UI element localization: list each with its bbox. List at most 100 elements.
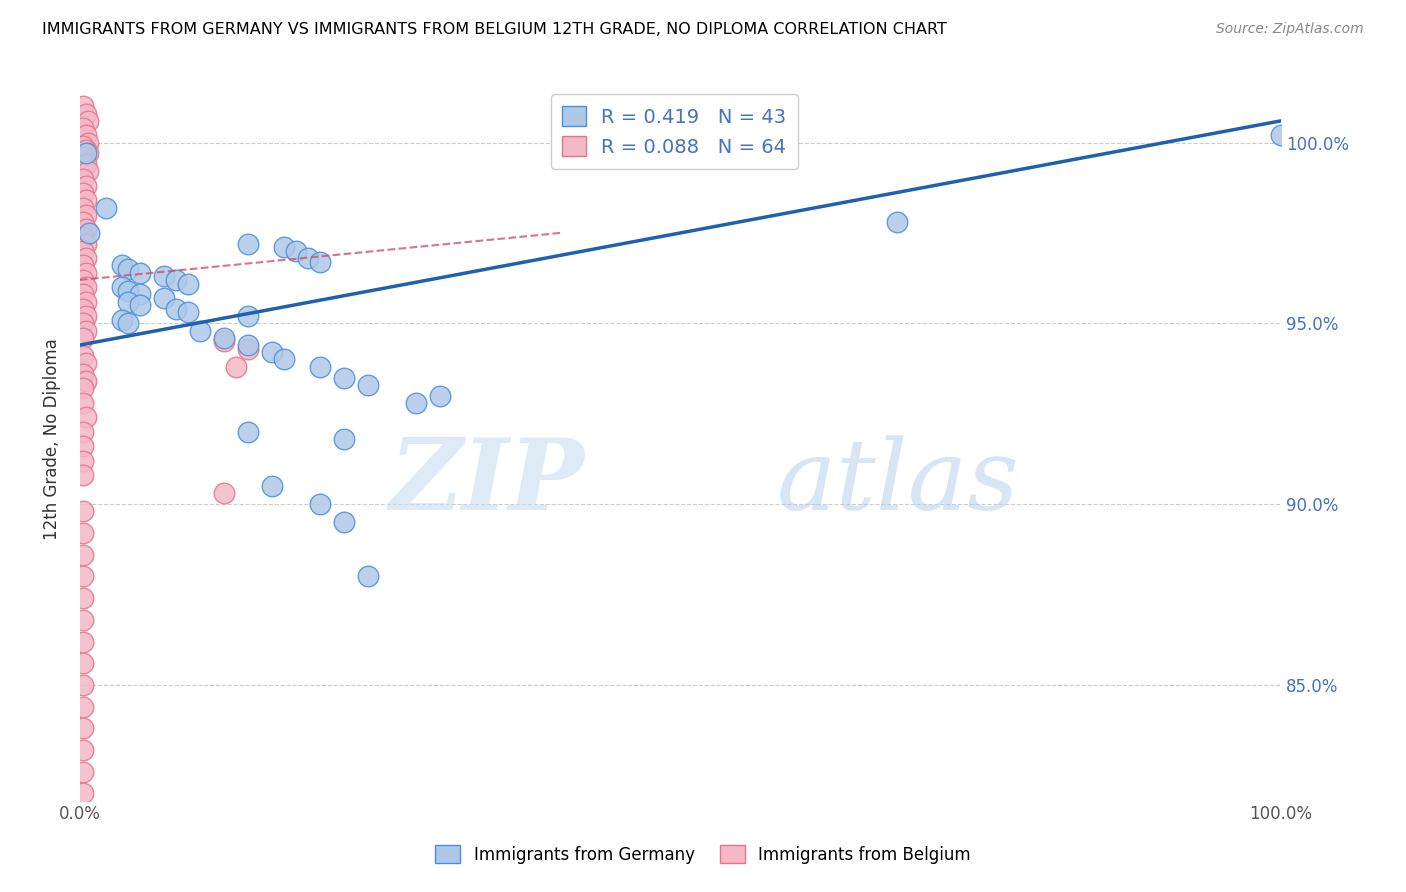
Point xyxy=(96,201,118,215)
Point xyxy=(117,262,139,277)
Point xyxy=(72,301,94,316)
Point xyxy=(75,106,97,120)
Point xyxy=(75,194,97,208)
Point xyxy=(333,432,356,446)
Point xyxy=(72,287,94,301)
Point xyxy=(429,389,451,403)
Point xyxy=(75,128,97,143)
Point xyxy=(75,280,97,294)
Point xyxy=(153,291,176,305)
Point xyxy=(117,294,139,309)
Point xyxy=(72,613,94,627)
Text: Source: ZipAtlas.com: Source: ZipAtlas.com xyxy=(1216,22,1364,37)
Point xyxy=(72,591,94,606)
Point xyxy=(212,486,235,500)
Point xyxy=(72,99,94,113)
Point xyxy=(75,374,97,388)
Point xyxy=(72,764,94,779)
Point xyxy=(75,236,97,251)
Point xyxy=(72,699,94,714)
Point xyxy=(117,284,139,298)
Point xyxy=(75,252,97,266)
Point xyxy=(72,259,94,273)
Point xyxy=(72,454,94,468)
Point xyxy=(72,634,94,648)
Point xyxy=(75,222,97,236)
Point xyxy=(75,294,97,309)
Point xyxy=(1270,128,1292,143)
Point xyxy=(72,569,94,583)
Point xyxy=(72,186,94,201)
Point xyxy=(225,359,247,374)
Point xyxy=(111,280,134,294)
Point xyxy=(75,178,97,193)
Point xyxy=(72,150,94,164)
Point xyxy=(72,244,94,258)
Legend: R = 0.419   N = 43, R = 0.088   N = 64: R = 0.419 N = 43, R = 0.088 N = 64 xyxy=(551,95,799,169)
Point xyxy=(77,164,100,178)
Point xyxy=(75,324,97,338)
Point xyxy=(72,171,94,186)
Point xyxy=(236,309,259,323)
Point xyxy=(77,113,100,128)
Point xyxy=(188,324,211,338)
Point xyxy=(165,273,187,287)
Point xyxy=(72,201,94,215)
Point xyxy=(333,515,356,529)
Point xyxy=(75,208,97,222)
Point xyxy=(72,657,94,671)
Point xyxy=(273,352,295,367)
Point xyxy=(75,157,97,171)
Point xyxy=(236,338,259,352)
Point xyxy=(72,526,94,541)
Point xyxy=(72,139,94,153)
Legend: Immigrants from Germany, Immigrants from Belgium: Immigrants from Germany, Immigrants from… xyxy=(429,838,977,871)
Point xyxy=(117,316,139,330)
Point xyxy=(212,334,235,349)
Point xyxy=(72,215,94,229)
Point xyxy=(75,356,97,370)
Point xyxy=(129,266,152,280)
Point xyxy=(236,236,259,251)
Point xyxy=(72,504,94,518)
Point xyxy=(177,277,200,291)
Point xyxy=(72,381,94,395)
Point xyxy=(357,569,380,583)
Point xyxy=(260,345,283,359)
Point xyxy=(111,259,134,273)
Point xyxy=(72,439,94,453)
Point xyxy=(72,273,94,287)
Point xyxy=(75,410,97,425)
Point xyxy=(177,305,200,319)
Point xyxy=(72,316,94,330)
Point xyxy=(886,215,908,229)
Point xyxy=(111,312,134,326)
Point xyxy=(72,229,94,244)
Point xyxy=(405,396,427,410)
Text: atlas: atlas xyxy=(776,434,1019,530)
Point xyxy=(357,377,380,392)
Point xyxy=(77,146,100,161)
Point xyxy=(72,121,94,136)
Point xyxy=(72,349,94,363)
Point xyxy=(72,548,94,562)
Point xyxy=(260,479,283,493)
Point xyxy=(297,252,319,266)
Point xyxy=(72,721,94,735)
Point xyxy=(75,266,97,280)
Point xyxy=(72,786,94,800)
Point xyxy=(72,396,94,410)
Text: IMMIGRANTS FROM GERMANY VS IMMIGRANTS FROM BELGIUM 12TH GRADE, NO DIPLOMA CORREL: IMMIGRANTS FROM GERMANY VS IMMIGRANTS FR… xyxy=(42,22,948,37)
Point xyxy=(153,269,176,284)
Point xyxy=(165,301,187,316)
Y-axis label: 12th Grade, No Diploma: 12th Grade, No Diploma xyxy=(44,338,60,540)
Point xyxy=(72,678,94,692)
Point xyxy=(309,255,332,269)
Point xyxy=(72,743,94,757)
Point xyxy=(72,468,94,483)
Point xyxy=(129,287,152,301)
Point xyxy=(72,367,94,381)
Text: ZIP: ZIP xyxy=(389,434,585,531)
Point xyxy=(72,425,94,439)
Point xyxy=(75,143,97,157)
